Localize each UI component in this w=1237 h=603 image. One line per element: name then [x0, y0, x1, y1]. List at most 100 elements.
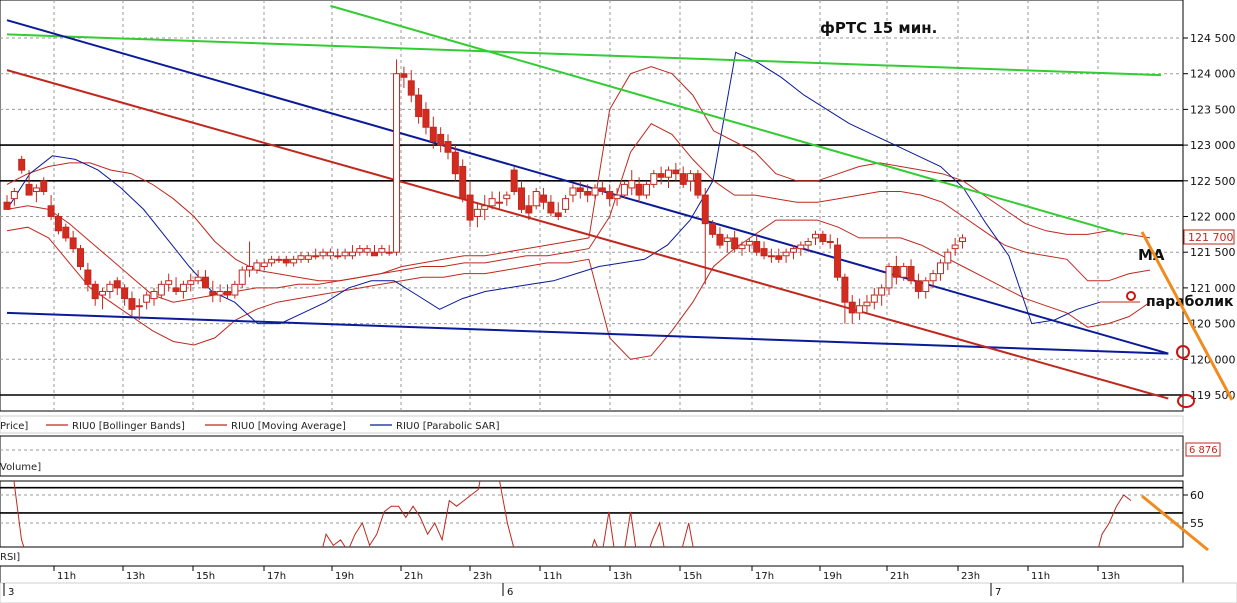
- candle: [731, 230, 739, 253]
- candle-body-up: [268, 258, 276, 264]
- parabolic-sar: [6, 51, 1101, 325]
- legend-bar: [0, 415, 1184, 434]
- last-price-label: 121 700: [1188, 231, 1234, 244]
- candle: [598, 180, 606, 196]
- candle: [532, 187, 540, 210]
- candle-body-down: [128, 298, 136, 310]
- candle: [437, 127, 445, 153]
- candle-body-up: [797, 244, 805, 250]
- candle-body-down: [606, 191, 614, 200]
- candle-body-up: [789, 248, 797, 253]
- candle: [687, 170, 695, 192]
- candle-body-up: [804, 240, 812, 246]
- candle: [297, 252, 305, 263]
- candle-body-up: [782, 251, 790, 257]
- candle: [488, 191, 496, 210]
- candle-body-down: [584, 191, 592, 196]
- green-trendline-lower: [330, 4, 1125, 236]
- candle: [172, 277, 180, 296]
- candle-body-down: [672, 169, 680, 175]
- candle: [106, 280, 114, 299]
- candle-body-up: [628, 180, 636, 189]
- hour-label: 19h: [335, 571, 354, 582]
- price-tick-label: 119 500: [1190, 389, 1236, 402]
- candle-body-up: [304, 255, 312, 260]
- candle-body-down: [907, 265, 915, 282]
- time-axis: 11h 13h 15h 17h 19h 21h 23h 11h 13h 15h 17h 19h 21h 2…: [3, 566, 1120, 598]
- candlesticks: [3, 59, 966, 324]
- candle-body-down: [547, 201, 555, 214]
- candle-body-up: [99, 290, 107, 296]
- rsi-panel-label: RSI]: [0, 552, 20, 563]
- hour-label: 11h: [57, 571, 76, 582]
- candle: [885, 262, 893, 296]
- candle: [628, 170, 636, 196]
- candle-body-up: [642, 183, 650, 196]
- candle: [400, 66, 408, 88]
- price-panel: [0, 0, 1184, 412]
- moving-average: [6, 123, 1151, 303]
- candle-body-up: [216, 290, 224, 296]
- candle-body-down: [84, 269, 92, 285]
- candle-body-down: [657, 173, 665, 178]
- candle-body-down: [716, 233, 724, 246]
- price-axis: 124 500 124 000 123 500 123 000 122 500 122 0…: [1183, 32, 1236, 402]
- candle-body-down: [54, 216, 62, 232]
- candle-body-down: [760, 248, 768, 257]
- legend-label-moving-average: RIU0 [Moving Average]: [231, 421, 346, 432]
- intersection-circle-red: [1177, 394, 1195, 408]
- bollinger-bands: [6, 66, 1151, 360]
- candle-body-down: [510, 169, 518, 193]
- horizontal-levels: [0, 144, 1183, 396]
- candle: [69, 230, 77, 253]
- candle: [709, 220, 717, 238]
- candle-body-up: [135, 305, 143, 308]
- candle-body-up: [944, 251, 952, 264]
- candle: [797, 241, 805, 256]
- candle-body-down: [892, 265, 900, 278]
- candle: [415, 87, 423, 124]
- candle: [128, 291, 136, 317]
- candle: [760, 241, 768, 260]
- time-axis-hours: [0, 565, 1184, 584]
- candle-body-up: [143, 294, 151, 303]
- candle: [650, 170, 658, 188]
- candle-body-up: [319, 251, 327, 257]
- price-panel-label: Price]: [0, 421, 28, 432]
- candle: [495, 191, 503, 210]
- volume-value: 6 876: [1189, 445, 1218, 456]
- candle: [356, 245, 364, 256]
- candle: [510, 166, 518, 196]
- candle-body-down: [77, 248, 84, 267]
- candle: [407, 70, 415, 103]
- candle: [157, 280, 165, 299]
- candle-body-down: [444, 141, 452, 153]
- candle: [260, 259, 268, 271]
- candle: [246, 241, 254, 278]
- candle-body-up: [620, 183, 628, 196]
- candle-body-up: [341, 251, 349, 257]
- candle: [804, 237, 812, 253]
- candle-body-down: [841, 276, 849, 303]
- candle: [841, 273, 849, 324]
- candle: [3, 195, 11, 210]
- legend-label-bollinger: RIU0 [Bollinger Bands]: [72, 421, 185, 432]
- candle: [25, 170, 33, 196]
- candle: [701, 187, 709, 285]
- candle: [540, 187, 548, 210]
- candle-body-up: [951, 244, 959, 250]
- candle-body-up: [334, 255, 342, 258]
- candle-body-up: [238, 269, 246, 285]
- price-tick-label: 123 000: [1190, 139, 1236, 152]
- candle: [635, 177, 643, 203]
- candle: [554, 202, 562, 221]
- hour-label: 23h: [961, 571, 980, 582]
- candle-body-up: [650, 173, 658, 185]
- candle: [870, 287, 878, 310]
- candle-body-up: [179, 283, 187, 292]
- price-tick-label: 121 000: [1190, 282, 1236, 295]
- candle: [393, 59, 401, 256]
- last-price-marker: 121 700: [1183, 229, 1235, 245]
- candle: [290, 255, 298, 267]
- candle-body-down: [415, 94, 423, 118]
